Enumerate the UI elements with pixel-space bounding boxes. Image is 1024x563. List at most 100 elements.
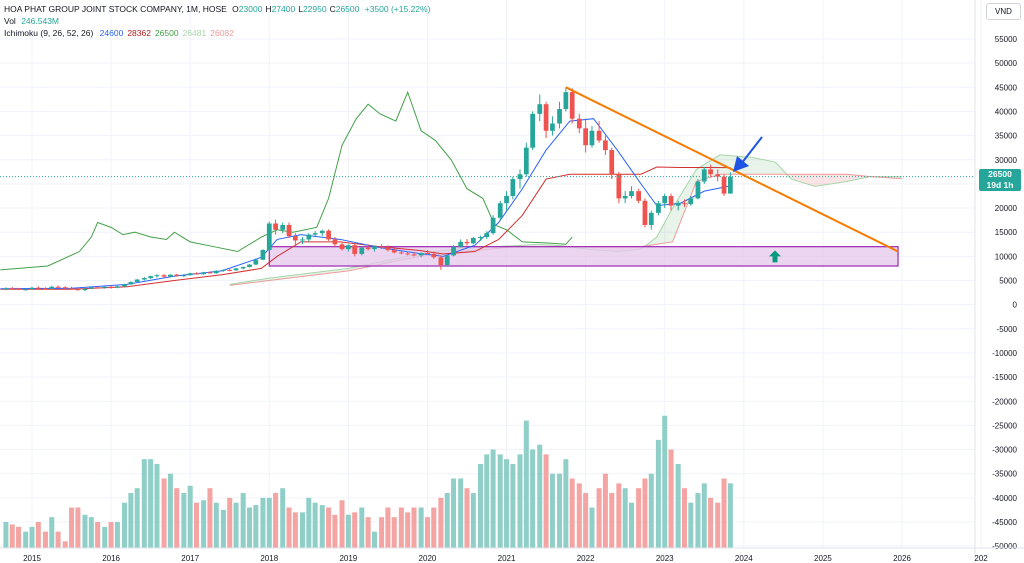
candle-body — [543, 104, 549, 131]
candle-body — [286, 224, 292, 237]
candle-body — [557, 109, 562, 124]
candle-body — [464, 241, 470, 244]
volume-bar — [557, 473, 563, 548]
volume-bar — [69, 507, 75, 548]
candle-body — [339, 244, 345, 250]
volume-bar — [668, 449, 674, 548]
cloud-segment — [815, 174, 847, 187]
candle-body — [247, 264, 252, 267]
price-tick-label: 35000 — [995, 132, 1018, 141]
ohlc-c: C26500 — [329, 4, 360, 14]
ichimoku-row: Ichimoku (9, 26, 52, 26) 24600 28362 26500… — [4, 27, 430, 39]
volume-bar — [695, 493, 701, 548]
volume-bar — [411, 507, 417, 548]
candle-body — [266, 223, 272, 251]
time-tick-label: 2025 — [814, 554, 832, 563]
candle-body — [398, 252, 404, 254]
candle-body — [43, 288, 48, 290]
candle-body — [385, 247, 391, 251]
time-tick-label: 2021 — [498, 554, 516, 563]
candle-body — [411, 254, 417, 256]
candle-body — [221, 269, 226, 271]
volume-bar — [35, 522, 41, 548]
volume-bar — [134, 488, 140, 548]
candle-body — [154, 275, 160, 277]
ohlc-l: L22950 — [298, 4, 327, 14]
candle-body — [622, 195, 628, 199]
candle-body — [576, 118, 582, 129]
volume-bar — [636, 488, 642, 548]
last-price-countdown: 19d 1h — [986, 180, 1014, 190]
candle-body — [300, 239, 305, 241]
candle-body — [504, 195, 509, 204]
symbol-row: HOA PHAT GROUP JOINT STOCK COMPANY, 1M, … — [4, 3, 430, 15]
price-tick-label: -45000 — [992, 518, 1017, 527]
volume-value: 246.543M — [21, 16, 60, 26]
volume-bar — [154, 464, 160, 548]
candle-body — [451, 246, 456, 256]
currency-button[interactable]: VND — [986, 3, 1021, 20]
ichimoku-value: 28362 — [127, 28, 151, 38]
candle-body — [523, 147, 529, 175]
time-tick-label: 202 — [974, 554, 988, 563]
time-tick-label: 2018 — [260, 554, 278, 563]
price-tick-label: 50000 — [995, 59, 1018, 68]
candle-body — [656, 203, 661, 213]
volume-bar — [29, 526, 35, 548]
drawings[interactable] — [0, 86, 975, 263]
candle-body — [122, 284, 127, 287]
volume-bar — [497, 454, 503, 548]
candle-body — [365, 247, 371, 250]
ohlc-o: O23000 — [232, 4, 263, 14]
volume-bar — [609, 493, 615, 548]
volume-bar — [319, 505, 325, 548]
volume-bar — [312, 502, 318, 548]
volume-bar — [424, 517, 430, 548]
volume-bar — [490, 449, 496, 548]
candle-body — [550, 123, 555, 131]
time-tick-label: 2015 — [23, 554, 41, 563]
candle-body — [240, 266, 246, 269]
volume-bar — [451, 478, 457, 548]
volume-bar — [187, 485, 193, 548]
volume-bar — [102, 526, 108, 548]
candle-body — [95, 287, 101, 289]
volume-bar — [438, 497, 444, 548]
candle-body — [35, 287, 41, 289]
volume-bar — [371, 531, 377, 548]
candle-body — [88, 287, 94, 289]
candle-body — [701, 169, 707, 182]
volume-bar — [332, 514, 338, 548]
volume-bar — [201, 500, 207, 548]
candle-body — [62, 287, 68, 289]
volume-bar — [418, 507, 424, 548]
candle-body — [134, 279, 140, 282]
price-tick-label: -30000 — [992, 446, 1017, 455]
volume-bar — [576, 483, 582, 548]
candle-body — [431, 253, 437, 258]
time-axis[interactable]: 2015 2016 2017 2018 2019 2020 2021 2022 2023 2024… — [0, 547, 1024, 563]
candle-body — [372, 246, 377, 250]
candle-body — [662, 195, 668, 204]
volume-bar — [510, 464, 516, 548]
candle-body — [682, 203, 687, 205]
ichimoku-label: Ichimoku (9, 26, 52, 26) — [4, 28, 94, 38]
price-tick-label: -25000 — [992, 421, 1017, 430]
price-tick-label: -15000 — [992, 373, 1017, 382]
volume-bar — [207, 488, 213, 548]
candle-body — [16, 288, 21, 290]
candle-body — [359, 247, 365, 254]
candle-body — [227, 269, 233, 271]
volume-bar — [167, 473, 173, 548]
chart-legend: HOA PHAT GROUP JOINT STOCK COMPANY, 1M, … — [4, 3, 430, 39]
volume-bar — [266, 497, 272, 548]
ichimoku-values: 24600 28362 26500 26481 26082 — [96, 28, 234, 38]
time-tick-label: 2016 — [102, 554, 120, 563]
last-price-tag: 26500 19d 1h — [979, 169, 1021, 191]
cloud-segment — [791, 174, 815, 187]
volume-bar — [365, 517, 371, 548]
volume-bar — [602, 473, 608, 548]
candle-body — [629, 191, 634, 196]
volume-bar — [181, 493, 187, 548]
